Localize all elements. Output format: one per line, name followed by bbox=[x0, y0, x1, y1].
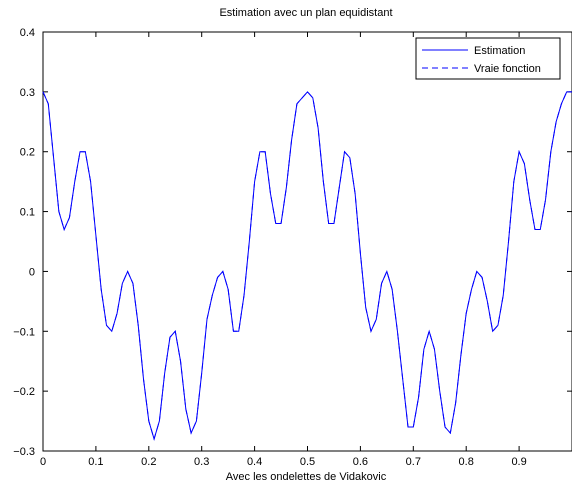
legend-box bbox=[415, 37, 561, 80]
x-tick-label: 0.4 bbox=[247, 456, 262, 468]
x-tick-label: 0 bbox=[40, 456, 46, 468]
x-tick-label: 0.8 bbox=[459, 456, 474, 468]
x-tick-label: 0.2 bbox=[141, 456, 156, 468]
y-tick-label: 0.2 bbox=[20, 147, 35, 159]
y-tick-label: −0.1 bbox=[13, 326, 35, 338]
x-tick-label: 0.5 bbox=[300, 456, 315, 468]
y-tick-label: 0.1 bbox=[20, 207, 35, 219]
x-tick-label: 0.3 bbox=[194, 456, 209, 468]
y-tick-label: 0.3 bbox=[20, 87, 35, 99]
chart-title: Estimation avec un plan equidistant bbox=[219, 7, 392, 19]
series-line-vraie-fonction bbox=[42, 91, 572, 441]
legend-label-estimation: Estimation bbox=[474, 45, 525, 57]
x-tick-label: 0.9 bbox=[511, 456, 526, 468]
x-axis-label: Avec les ondelettes de Vidakovic bbox=[226, 471, 387, 483]
series-group bbox=[42, 91, 572, 441]
legend: Estimation Vraie fonction bbox=[415, 37, 561, 80]
x-tick-label: 0.1 bbox=[88, 456, 103, 468]
y-tick-label: −0.2 bbox=[13, 386, 35, 398]
y-tick-label: −0.3 bbox=[13, 446, 35, 458]
x-tick-label: 0.7 bbox=[406, 456, 421, 468]
axis-ticks: 0 0.1 0.2 0.3 0.4 0.5 0.6 0.7 0.8 0.9 −0.3 −0.2 −0.1… bbox=[13, 27, 572, 468]
legend-label-vraie-fonction: Vraie fonction bbox=[474, 63, 541, 75]
plot-area bbox=[42, 31, 572, 452]
y-tick-label: 0.4 bbox=[20, 27, 35, 39]
x-tick-label: 0.6 bbox=[353, 456, 368, 468]
y-tick-label: 0 bbox=[29, 266, 35, 278]
